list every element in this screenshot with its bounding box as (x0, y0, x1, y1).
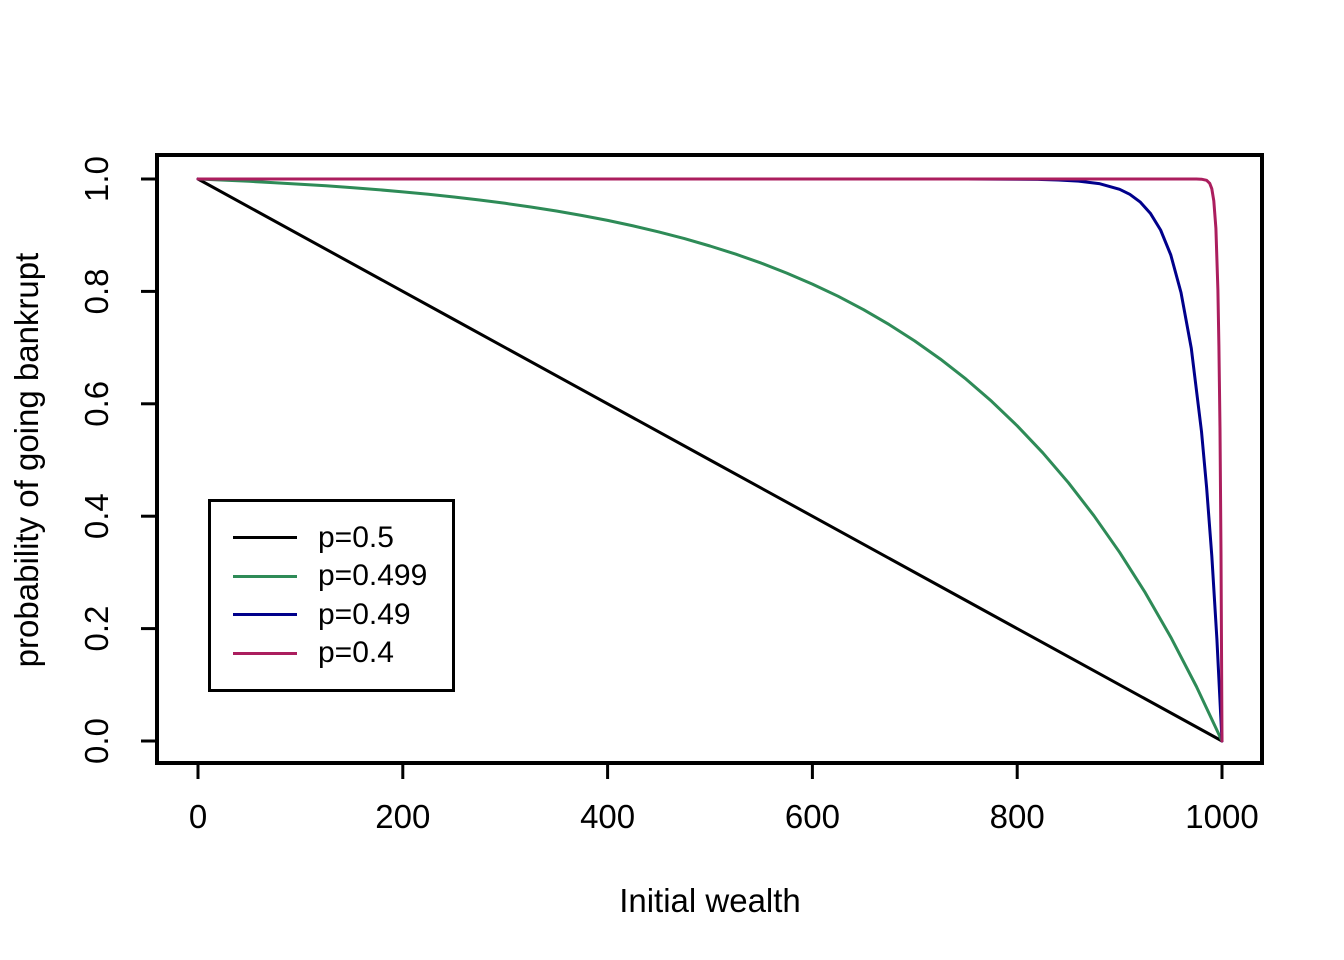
legend-label-p05: p=0.5 (318, 520, 394, 554)
plot-frame (155, 153, 1264, 765)
legend-row: p=0.49 (233, 596, 452, 635)
legend-line-swatch-p04 (233, 651, 297, 655)
series-line-p04 (196, 177, 1224, 743)
legend-label-p0499: p=0.499 (318, 559, 428, 593)
x-tick-label: 0 (189, 798, 207, 835)
y-axis-title: probability of going bankrupt (8, 253, 45, 668)
plot-border (155, 153, 1264, 765)
legend-line-swatch-p049 (233, 613, 297, 617)
y-tick-label: 0.8 (78, 268, 115, 314)
legend-label-p049: p=0.49 (318, 597, 411, 631)
legend-row: p=0.4 (233, 634, 452, 673)
series-line-p05 (196, 177, 1224, 743)
series-line-p0499 (196, 177, 1224, 743)
legend-label-p04: p=0.4 (318, 636, 394, 670)
legend-line-swatch-p05 (233, 536, 297, 540)
x-tick-label: 800 (990, 798, 1045, 835)
series-layer (196, 177, 1224, 743)
x-tick-label: 600 (785, 798, 840, 835)
y-tick-label: 0.6 (78, 381, 115, 427)
y-tick-label: 0.0 (78, 718, 115, 764)
x-tick-label: 200 (375, 798, 430, 835)
legend-line-swatch-p0499 (233, 574, 297, 578)
y-tick-label: 0.2 (78, 606, 115, 652)
legend-row: p=0.5 (233, 519, 452, 558)
y-tick-label: 1.0 (78, 156, 115, 202)
x-tick-label: 400 (580, 798, 635, 835)
legend-row: p=0.499 (233, 557, 452, 596)
x-axis-title: Initial wealth (619, 882, 801, 919)
y-tick-label: 0.4 (78, 493, 115, 539)
x-tick-label: 1000 (1185, 798, 1258, 835)
axis-ticks: 0 200 400 600 800 1000 0.0 0.2 0.4 0.6 0.8 1.0 (78, 156, 1259, 835)
legend: p=0.5 p=0.499 p=0.49 p=0.4 (208, 499, 455, 692)
